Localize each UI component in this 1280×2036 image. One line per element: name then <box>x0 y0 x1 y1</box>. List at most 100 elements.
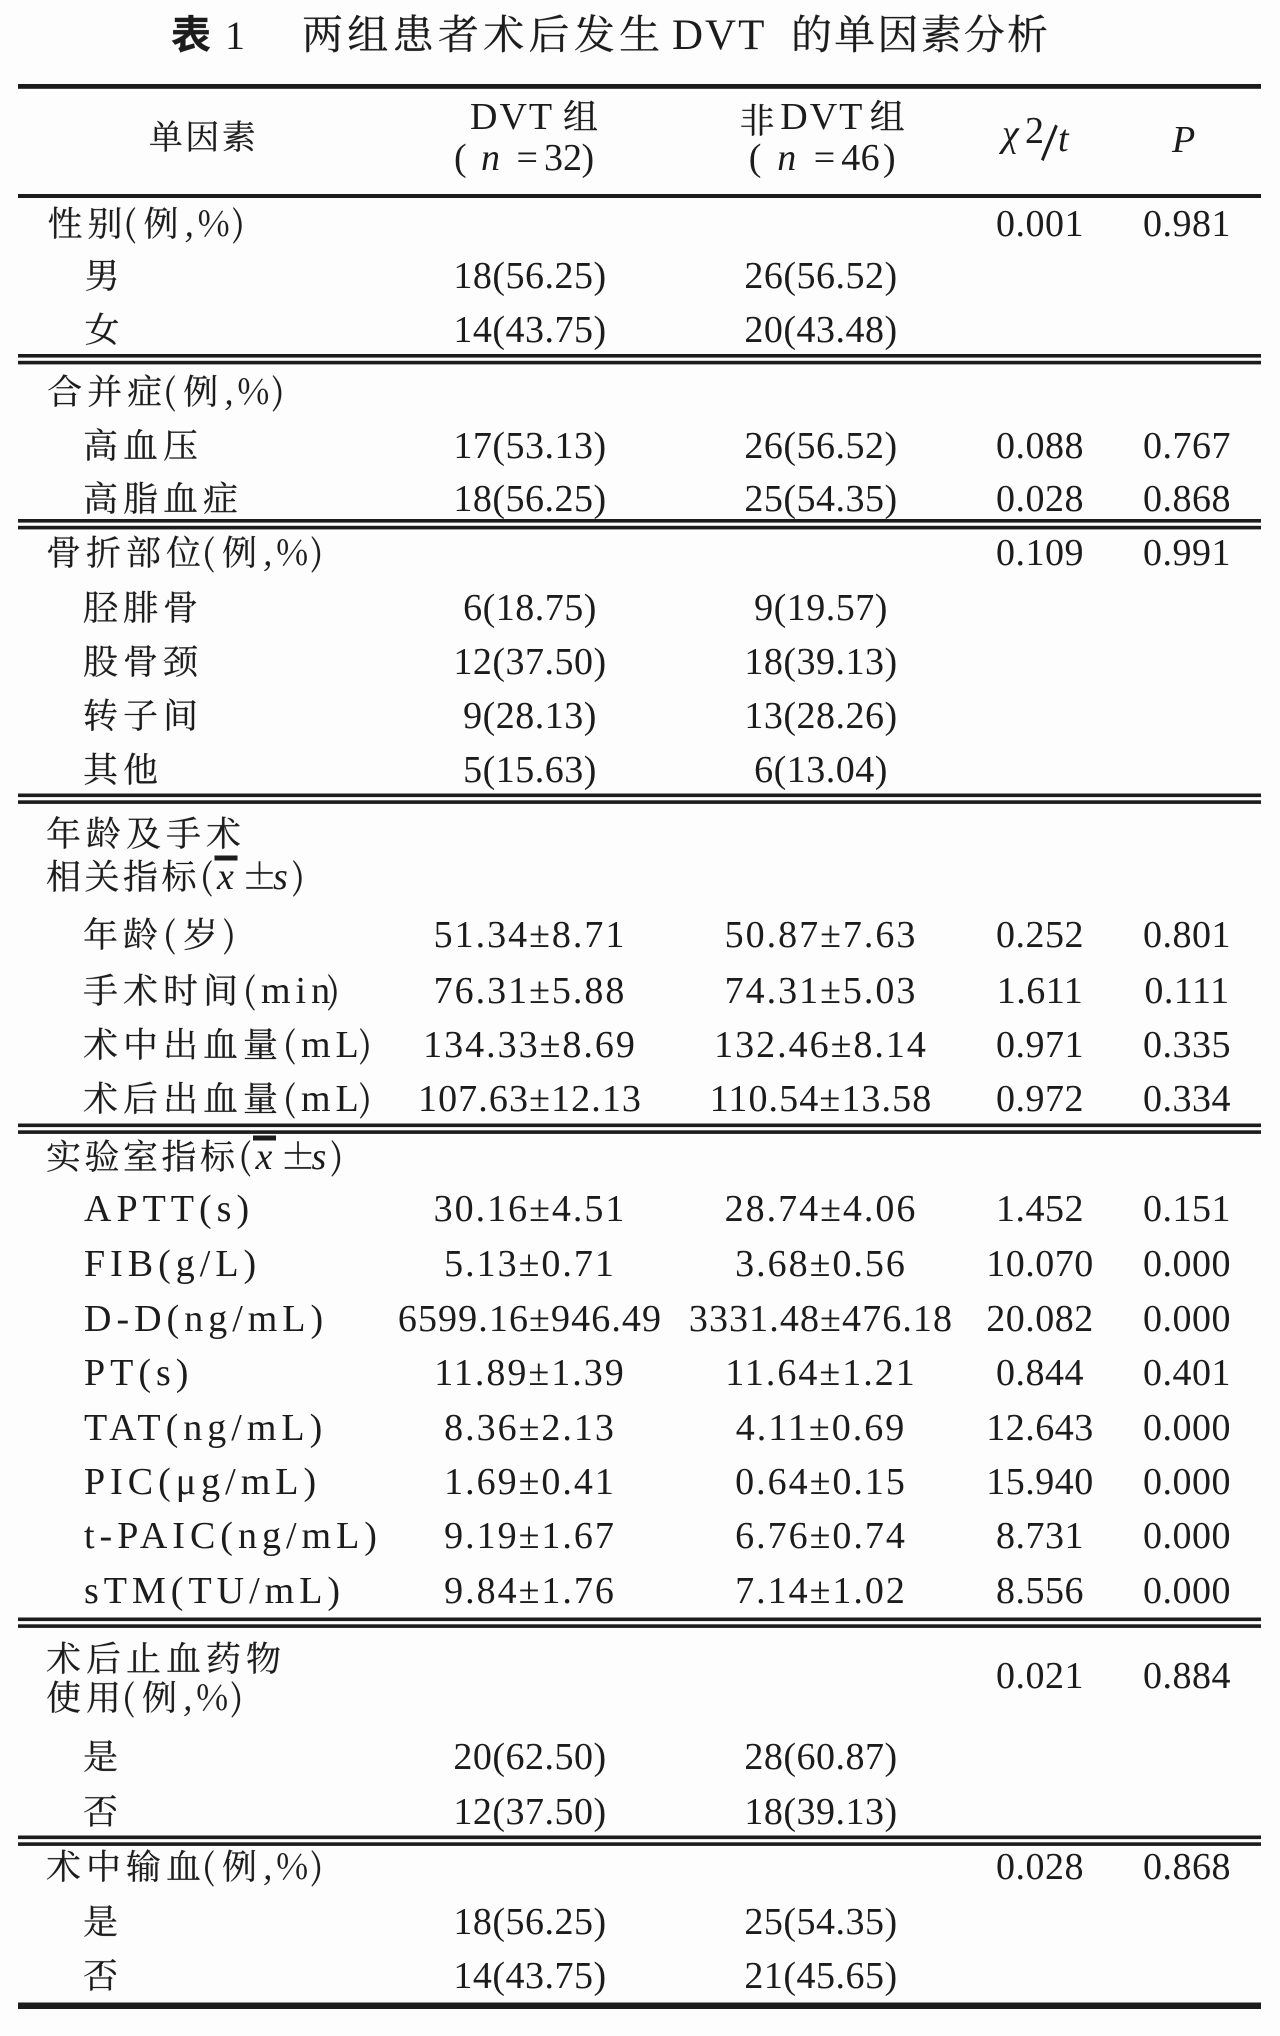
svg-text:0.64±0.15: 0.64±0.15 <box>735 1461 907 1503</box>
svg-text:3331.48±476.18: 3331.48±476.18 <box>689 1298 953 1340</box>
svg-text:t: t <box>1058 118 1070 160</box>
svg-text:12(37.50): 12(37.50) <box>453 1791 606 1833</box>
svg-text:6(18.75): 6(18.75) <box>463 587 597 629</box>
svg-text:1.452: 1.452 <box>996 1188 1084 1230</box>
svg-text:134.33±8.69: 134.33±8.69 <box>423 1024 637 1066</box>
svg-text:0.109: 0.109 <box>996 532 1084 574</box>
svg-text:0.981: 0.981 <box>1143 203 1231 245</box>
svg-text:11.64±1.21: 11.64±1.21 <box>725 1352 916 1394</box>
svg-text:0.801: 0.801 <box>1143 914 1231 956</box>
svg-text:PIC(μg/mL): PIC(μg/mL) <box>84 1461 321 1503</box>
svg-text:3.68±0.56: 3.68±0.56 <box>735 1243 907 1285</box>
svg-text:D-D(ng/mL): D-D(ng/mL) <box>84 1298 328 1340</box>
svg-text:15.940: 15.940 <box>986 1461 1094 1503</box>
svg-text:18(56.25): 18(56.25) <box>453 1901 606 1943</box>
svg-text:mL: mL <box>301 1078 364 1120</box>
svg-text:18(56.25): 18(56.25) <box>453 255 606 297</box>
svg-text:6.76±0.74: 6.76±0.74 <box>735 1515 907 1557</box>
svg-text:28(60.87): 28(60.87) <box>744 1736 897 1778</box>
svg-text:12.643: 12.643 <box>986 1407 1094 1449</box>
svg-text:6599.16±946.49: 6599.16±946.49 <box>398 1298 662 1340</box>
svg-text:7.14±1.02: 7.14±1.02 <box>735 1570 907 1612</box>
svg-text:21(45.65): 21(45.65) <box>744 1955 897 1997</box>
svg-text:0.991: 0.991 <box>1143 532 1231 574</box>
svg-text:28.74±4.06: 28.74±4.06 <box>725 1188 918 1230</box>
svg-text:10.070: 10.070 <box>986 1243 1094 1285</box>
svg-text:0.000: 0.000 <box>1143 1298 1231 1340</box>
svg-text:25(54.35): 25(54.35) <box>744 478 897 520</box>
svg-text:x: x <box>216 856 234 898</box>
svg-text:DVT: DVT <box>780 96 864 138</box>
svg-text:30.16±4.51: 30.16±4.51 <box>434 1188 627 1230</box>
svg-text:9(19.57): 9(19.57) <box>754 587 888 629</box>
svg-text:20.082: 20.082 <box>986 1298 1094 1340</box>
svg-text:mL: mL <box>301 1024 364 1066</box>
svg-text:20(62.50): 20(62.50) <box>453 1736 606 1778</box>
svg-text:107.63±12.13: 107.63±12.13 <box>418 1078 642 1120</box>
svg-text:DVT: DVT <box>470 96 554 138</box>
svg-text:26(56.52): 26(56.52) <box>744 425 897 467</box>
svg-text:18(56.25): 18(56.25) <box>453 478 606 520</box>
svg-text:12(37.50): 12(37.50) <box>453 641 606 683</box>
svg-text:4.11±0.69: 4.11±0.69 <box>736 1407 906 1449</box>
svg-text:11.89±1.39: 11.89±1.39 <box>434 1352 625 1394</box>
svg-text:0.021: 0.021 <box>996 1655 1084 1697</box>
svg-text:2: 2 <box>1025 110 1045 152</box>
svg-text:50.87±7.63: 50.87±7.63 <box>725 914 918 956</box>
svg-text:APTT(s): APTT(s) <box>84 1188 254 1230</box>
svg-text:0.868: 0.868 <box>1143 478 1231 520</box>
svg-text:FIB(g/L): FIB(g/L) <box>84 1243 261 1285</box>
svg-text:0.000: 0.000 <box>1143 1461 1231 1503</box>
svg-text:0.334: 0.334 <box>1143 1078 1231 1120</box>
svg-text:0.151: 0.151 <box>1143 1188 1231 1230</box>
svg-text:0.000: 0.000 <box>1143 1515 1231 1557</box>
svg-text:s: s <box>273 856 288 898</box>
svg-text:0.971: 0.971 <box>996 1024 1084 1066</box>
svg-text:0.028: 0.028 <box>996 1846 1084 1888</box>
svg-text:0.972: 0.972 <box>996 1078 1084 1120</box>
svg-text:13(28.26): 13(28.26) <box>744 695 897 737</box>
svg-text:26(56.52): 26(56.52) <box>744 255 897 297</box>
svg-text:14(43.75): 14(43.75) <box>453 1955 606 1997</box>
svg-text:P: P <box>1171 119 1195 161</box>
svg-text:25(54.35): 25(54.35) <box>744 1901 897 1943</box>
svg-text:9.84±1.76: 9.84±1.76 <box>444 1570 616 1612</box>
svg-text:0.001: 0.001 <box>996 203 1084 245</box>
svg-text:0.000: 0.000 <box>1143 1570 1231 1612</box>
svg-text:t-PAIC(ng/mL): t-PAIC(ng/mL) <box>84 1515 382 1557</box>
svg-text:0.401: 0.401 <box>1143 1352 1231 1394</box>
svg-text:5(15.63): 5(15.63) <box>463 749 597 791</box>
svg-text:8.556: 8.556 <box>996 1570 1084 1612</box>
svg-text:0.868: 0.868 <box>1143 1846 1231 1888</box>
svg-text:0.000: 0.000 <box>1143 1407 1231 1449</box>
svg-text:14(43.75): 14(43.75) <box>453 309 606 351</box>
svg-text:20(43.48): 20(43.48) <box>744 309 897 351</box>
svg-text:0.884: 0.884 <box>1143 1655 1231 1697</box>
svg-text:8.731: 8.731 <box>996 1515 1084 1557</box>
svg-text:74.31±5.03: 74.31±5.03 <box>725 970 918 1012</box>
svg-text:9.19±1.67: 9.19±1.67 <box>444 1515 616 1557</box>
svg-text:5.13±0.71: 5.13±0.71 <box>444 1243 616 1285</box>
svg-text:1: 1 <box>225 13 245 58</box>
svg-text:0.088: 0.088 <box>996 425 1084 467</box>
svg-text:132.46±8.14: 132.46±8.14 <box>714 1024 928 1066</box>
svg-text:TAT(ng/mL): TAT(ng/mL) <box>84 1407 327 1449</box>
svg-text:1.69±0.41: 1.69±0.41 <box>444 1461 616 1503</box>
svg-text:0.335: 0.335 <box>1143 1024 1231 1066</box>
svg-text:6(13.04): 6(13.04) <box>754 749 888 791</box>
svg-text:0.252: 0.252 <box>996 914 1084 956</box>
svg-text:sTM(TU/mL): sTM(TU/mL) <box>84 1570 345 1612</box>
svg-text:PT(s): PT(s) <box>84 1352 193 1394</box>
svg-text:8.36±2.13: 8.36±2.13 <box>444 1407 616 1449</box>
svg-text:0.028: 0.028 <box>996 478 1084 520</box>
svg-text:0.767: 0.767 <box>1143 425 1231 467</box>
svg-text:0.111: 0.111 <box>1144 970 1229 1012</box>
svg-text:18(39.13): 18(39.13) <box>744 641 897 683</box>
svg-text:χ: χ <box>998 113 1020 155</box>
svg-text:17(53.13): 17(53.13) <box>453 425 606 467</box>
svg-text:51.34±8.71: 51.34±8.71 <box>434 914 627 956</box>
svg-text:DVT: DVT <box>672 12 766 59</box>
svg-text:x: x <box>255 1136 273 1178</box>
svg-text:s: s <box>312 1136 327 1178</box>
svg-text:9(28.13): 9(28.13) <box>463 695 597 737</box>
